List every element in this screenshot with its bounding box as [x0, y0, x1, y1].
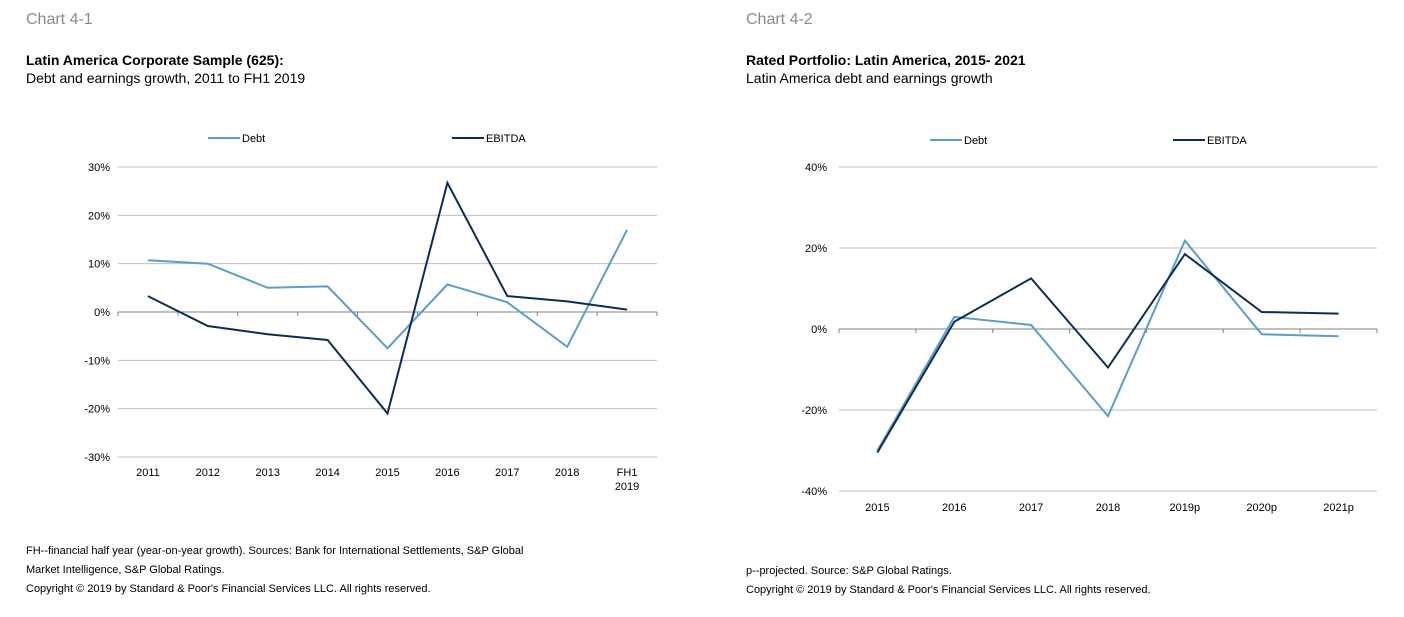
y-tick-label: 0% — [94, 307, 110, 319]
chart-number: Chart 4-1 — [26, 11, 93, 28]
chart-title: Latin America Corporate Sample (625): — [26, 52, 284, 68]
y-tick-label: 0% — [811, 324, 827, 336]
y-tick-label: 30% — [88, 162, 110, 174]
legend-label: EBITDA — [1207, 135, 1247, 147]
x-tick-label: 2016 — [435, 467, 459, 479]
x-tick-label: 2017 — [495, 467, 519, 479]
chart-number: Chart 4-2 — [746, 11, 813, 28]
y-tick-label: -40% — [801, 486, 827, 498]
x-tick-label: 2020p — [1246, 502, 1277, 514]
x-tick-label: 2019p — [1170, 502, 1201, 514]
chart-notes: FH--financial half year (year-on-year gr… — [26, 542, 523, 599]
note-line: FH--financial half year (year-on-year gr… — [26, 545, 524, 557]
y-tick-label: -30% — [84, 452, 110, 464]
note-line: Copyright © 2019 by Standard & Poor's Fi… — [746, 584, 1151, 596]
x-tick-label: 2018 — [1096, 502, 1120, 514]
legend-label: Debt — [242, 133, 265, 145]
chart-notes: p--projected. Source: S&P Global Ratings… — [746, 562, 1151, 600]
chart-title: Rated Portfolio: Latin America, 2015- 20… — [746, 52, 1026, 68]
y-tick-label: -20% — [801, 405, 827, 417]
y-tick-label: -20% — [84, 404, 110, 416]
x-tick-label: 2018 — [555, 467, 579, 479]
chart-subtitle: Latin America debt and earnings growth — [746, 70, 993, 86]
note-line: Copyright © 2019 by Standard & Poor's Fi… — [26, 583, 431, 595]
x-tick-label: FH1 — [617, 467, 638, 479]
x-tick-label: 2015 — [865, 502, 889, 514]
series-line-debt — [876, 238, 1339, 451]
x-tick-label: 2017 — [1019, 502, 1043, 514]
x-tick-label: 2014 — [315, 467, 339, 479]
x-tick-label: 2021p — [1323, 502, 1354, 514]
chart-panel-4-1: Chart 4-1 Latin America Corporate Sample… — [26, 11, 658, 599]
legend-label: Debt — [964, 135, 987, 147]
note-line: p--projected. Source: S&P Global Ratings… — [746, 565, 952, 577]
series-line-ebitda — [147, 180, 628, 416]
line-chart: 40% 20% 0% -20% -40% 2015 2016 2017 2018 2019p 202… — [801, 135, 1378, 514]
x-tick-label: 2019 — [615, 481, 639, 493]
y-tick-label: -10% — [84, 355, 110, 367]
x-tick-label: 2013 — [255, 467, 279, 479]
chart-panel-4-2: Chart 4-2 Rated Portfolio: Latin America… — [720, 0, 1404, 617]
x-tick-label: 2012 — [196, 467, 220, 479]
y-tick-label: 40% — [805, 162, 827, 174]
y-tick-label: 20% — [88, 210, 110, 222]
y-tick-label: 20% — [805, 243, 827, 255]
legend-label: EBITDA — [486, 133, 526, 145]
x-tick-label: 2015 — [375, 467, 399, 479]
note-line: Market Intelligence, S&P Global Ratings. — [26, 564, 225, 576]
chart-subtitle: Debt and earnings growth, 2011 to FH1 20… — [26, 70, 306, 86]
series-line-debt — [147, 229, 628, 350]
series-line-ebitda — [876, 252, 1339, 454]
x-tick-label: 2016 — [942, 502, 966, 514]
line-chart: 30% 20% 10% 0% -10% -20% -30% 2011 2012 2013 2014 2… — [84, 133, 658, 493]
x-tick-label: 2011 — [136, 467, 160, 479]
y-tick-label: 10% — [88, 259, 110, 271]
